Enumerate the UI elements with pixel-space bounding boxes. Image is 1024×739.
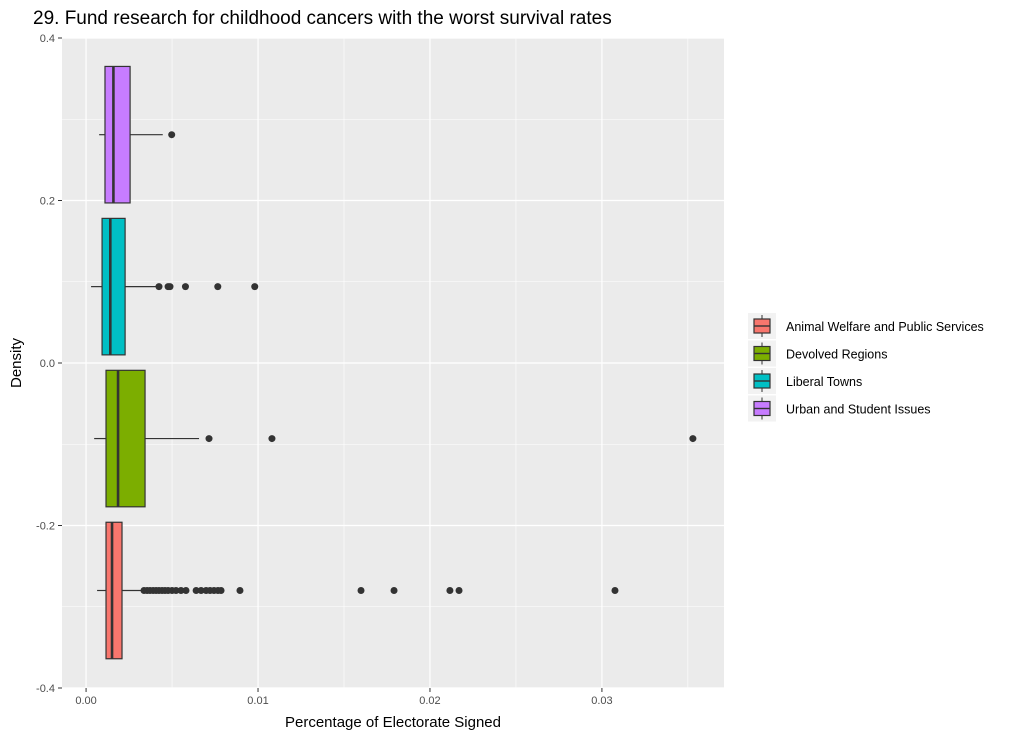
outlier-point [197, 587, 205, 594]
box-iqr [104, 65, 131, 204]
outlier-point [177, 587, 185, 594]
outlier-point [214, 283, 222, 291]
x-tick-label: 0.01 [247, 695, 268, 707]
outlier-point [181, 283, 189, 291]
x-tick-label: 0.03 [591, 695, 612, 707]
outlier-point [390, 587, 398, 594]
outlier-point [251, 283, 259, 291]
legend-label: Urban and Student Issues [786, 403, 931, 417]
y-tick-label: -0.2 [36, 521, 55, 533]
outlier-point [611, 587, 619, 594]
y-tick-label: 0.2 [40, 196, 55, 208]
legend-label: Liberal Towns [786, 375, 862, 389]
outlier-point [689, 435, 697, 443]
outlier-point [217, 587, 225, 594]
boxes [91, 65, 697, 660]
y-tick-label: 0.0 [40, 358, 55, 370]
y-axis-label: Density [8, 337, 25, 388]
box-urban-and-student-issues [99, 65, 176, 204]
outlier-point [182, 587, 190, 594]
x-axis-label: Percentage of Electorate Signed [285, 714, 501, 731]
outlier-point [205, 435, 213, 443]
x-tick-label: 0.00 [75, 695, 96, 707]
y-tick-label: -0.4 [36, 683, 55, 695]
outlier-point [357, 587, 365, 594]
legend-label: Devolved Regions [786, 348, 887, 362]
outlier-point [236, 587, 244, 594]
grid-lines [62, 37, 724, 689]
outlier-point [168, 131, 176, 139]
chart-title: 29. Fund research for childhood cancers … [33, 8, 612, 29]
box-iqr [105, 521, 123, 660]
legend-label: Animal Welfare and Public Services [786, 320, 984, 334]
box-iqr [105, 369, 146, 508]
y-tick-label: 0.4 [40, 33, 55, 45]
box-devolved-regions [94, 369, 697, 508]
legend: Animal Welfare and Public Services Devolv… [748, 313, 984, 422]
box-liberal-towns [91, 217, 259, 356]
outlier-point [172, 587, 180, 594]
box-iqr [101, 217, 126, 356]
axes: 0.00 0.01 0.02 0.03 0.4 0.2 0.0 -0.2 -0.4 [36, 33, 613, 707]
box-animal-welfare-and-public-services [97, 521, 619, 660]
outlier-point [268, 435, 276, 443]
outlier-point [192, 587, 200, 594]
x-tick-label: 0.02 [419, 695, 440, 707]
outlier-point [455, 587, 463, 594]
outlier-point [155, 283, 163, 291]
outlier-point [446, 587, 454, 594]
outlier-point [166, 283, 174, 291]
